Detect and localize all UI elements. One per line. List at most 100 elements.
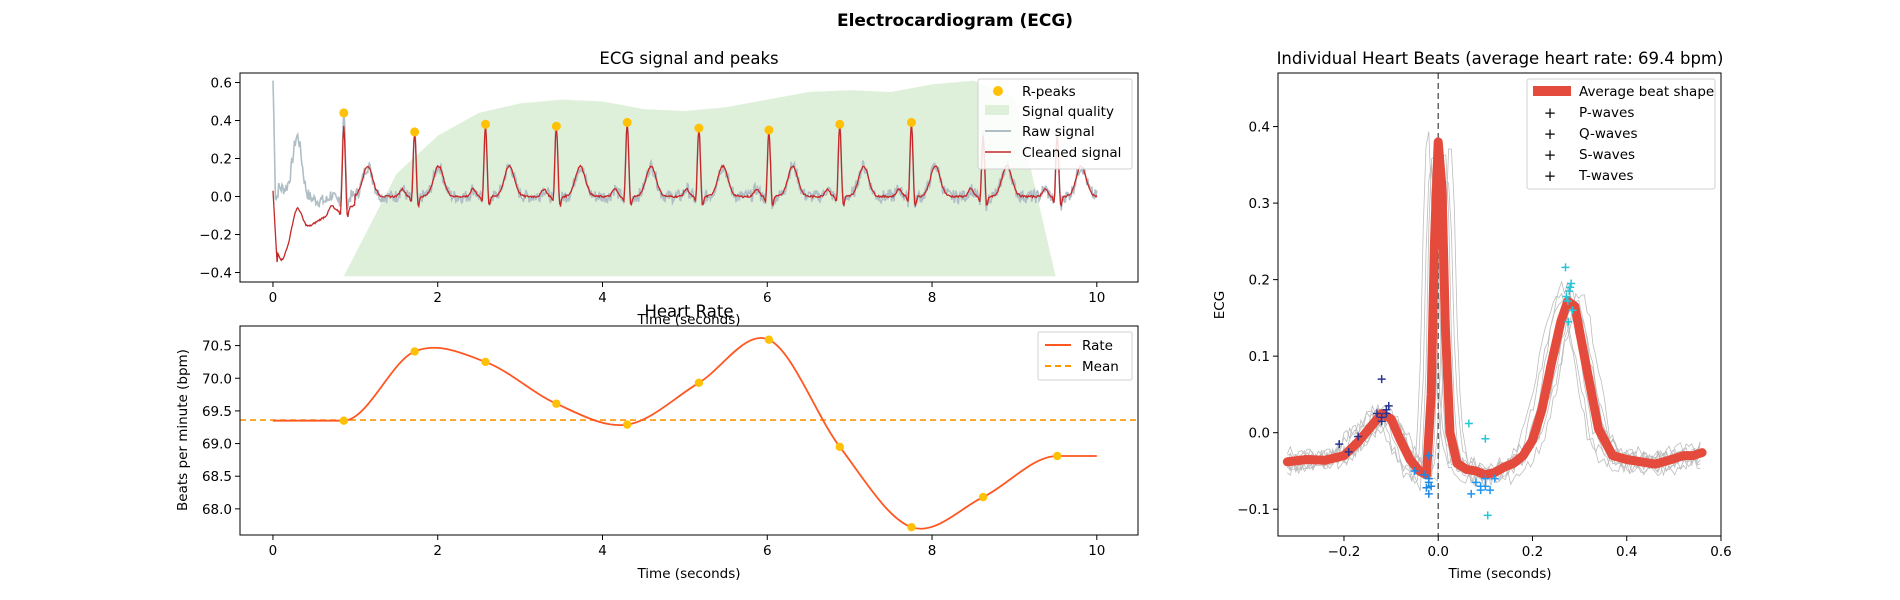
q-wave-marker: [1422, 483, 1431, 492]
t-wave-marker: [1566, 283, 1575, 292]
ecg-xtick-label-5: 10: [1088, 290, 1105, 306]
legend-q-label: Q-waves: [1579, 126, 1638, 142]
r-peak-point: [551, 121, 561, 131]
beats-ytick-label-4: 0.3: [1249, 196, 1270, 212]
heart-rate-plot-area: [240, 335, 1138, 532]
heart-rate-point: [410, 347, 419, 356]
heart-rate-point: [978, 492, 988, 502]
heart-rate-point: [552, 399, 561, 408]
s-wave-marker: [1476, 486, 1485, 495]
heart-rate-point: [907, 522, 916, 532]
heart-rate-point: [764, 335, 774, 344]
beats-ytick-label-5: 0.4: [1249, 120, 1270, 136]
heart-rate-xaxis-label: Time (seconds): [636, 566, 740, 582]
legend-rate-label: Rate: [1082, 338, 1113, 354]
legend-mean-label: Mean: [1082, 359, 1119, 375]
hr-xtick-label-5: 10: [1088, 543, 1105, 559]
p-wave-marker: [1354, 432, 1363, 441]
average-beat-line: [1282, 137, 1707, 480]
hr-xtick-label-4: 8: [928, 543, 937, 559]
legend-raw-label: Raw signal: [1022, 124, 1095, 140]
heart-rate-point: [694, 378, 704, 388]
ecg-ytick-label-2: 0.0: [211, 190, 232, 206]
hr-ytick-label-1: 68.5: [202, 469, 232, 485]
p-wave-marker: [1377, 417, 1386, 426]
ecg-ytick-label-5: 0.6: [211, 76, 232, 92]
hr-ytick-label-2: 69.0: [202, 437, 232, 453]
heart-rate-panel: 0 2 4 6 8 10 68.0 68.5 69.0 69.5 70.0 70.5 Heart Ra…: [175, 302, 1139, 582]
s-wave-marker: [1490, 474, 1499, 483]
signal-quality-area: [343, 80, 1056, 277]
t-wave-marker: [1565, 287, 1574, 296]
heart-rate-point: [835, 442, 844, 452]
ecg-axes-frame: [239, 72, 1139, 283]
beats-ytick-label-3: 0.2: [1249, 273, 1270, 289]
legend-p-marker: +: [1544, 104, 1557, 122]
heart-beats-panel-title: Individual Heart Beats (average heart ra…: [1277, 49, 1724, 68]
p-wave-marker: [1384, 401, 1393, 410]
beats-ytick-label-0: −0.1: [1237, 502, 1270, 518]
beats-xtick-label-1: 0.0: [1427, 544, 1448, 560]
hr-xtick-label-0: 0: [269, 543, 278, 559]
q-wave-marker: [1424, 478, 1433, 487]
heart-rate-legend: Rate Mean: [1037, 331, 1133, 381]
legend-quality-swatch: [985, 105, 1009, 115]
ecg-xtick-label-2: 4: [598, 290, 607, 306]
t-wave-marker: [1567, 279, 1576, 288]
heart-rate-point: [623, 420, 632, 429]
cleaned-signal-line: [272, 121, 1098, 263]
beats-xtick-label-0: −0.2: [1328, 544, 1361, 560]
legend-t-marker: +: [1544, 167, 1557, 185]
r-peak-point: [906, 117, 916, 127]
heart-beats-panel: Individual Heart Beats (average heart ra…: [1212, 49, 1732, 582]
heart-rate-yaxis-label: Beats per minute (bpm): [175, 349, 191, 511]
ecg-signal-panel: ECG signal and peaks 0 2 4 6 8 10−0.4−0.20.00…: [199, 49, 1139, 328]
ecg-ytick-label-4: 0.4: [211, 114, 232, 130]
s-wave-marker: [1467, 489, 1476, 498]
q-wave-marker: [1424, 489, 1433, 498]
p-wave-marker: [1335, 440, 1344, 449]
r-peak-point: [622, 117, 632, 127]
beats-ytick-label-1: 0.0: [1249, 426, 1270, 442]
hr-ytick-label-3: 69.5: [202, 404, 232, 420]
hr-ytick-label-0: 68.0: [202, 502, 232, 518]
legend-s-marker: +: [1544, 146, 1557, 164]
p-wave-marker: [1372, 409, 1381, 418]
ecg-ytick-label-0: −0.4: [199, 266, 232, 282]
legend-average-label: Average beat shape: [1579, 84, 1714, 100]
ecg-plot-area: [272, 80, 1098, 277]
heart-beats-legend-box: [1526, 78, 1716, 190]
heart-rate-axis-ticks: 0 2 4 6 8 10 68.0 68.5 69.0 69.5 70.0 70.5: [202, 339, 1105, 559]
ecg-xtick-label-1: 2: [433, 290, 442, 306]
q-wave-marker: [1424, 451, 1433, 460]
figure-title: Electrocardiogram (ECG): [837, 11, 1073, 31]
hr-ytick-label-4: 70.0: [202, 371, 232, 387]
r-peak-point: [835, 119, 845, 129]
s-wave-marker: [1481, 474, 1490, 483]
legend-cleaned-label: Cleaned signal: [1022, 145, 1121, 161]
heart-rate-line: [272, 337, 1097, 530]
hr-ytick-label-5: 70.5: [202, 339, 232, 355]
heart-beats-axes-frame: [1277, 72, 1722, 537]
legend-rpeaks-marker: [993, 86, 1003, 96]
t-wave-marker: [1483, 511, 1492, 520]
ecg-xaxis-label: Time (seconds): [636, 312, 740, 328]
legend-s-label: S-waves: [1579, 147, 1635, 163]
t-wave-marker: [1481, 434, 1490, 443]
heart-beats-axis-ticks: −0.2 0.0 0.2 0.4 0.6 −0.1 0.0 0.1 0.2 0.3 0.4: [1237, 120, 1732, 560]
heart-beats-xaxis-label: Time (seconds): [1447, 566, 1551, 582]
heart-rate-panel-title: Heart Rate: [644, 302, 733, 321]
raw-signal-line: [272, 80, 1098, 211]
heart-rate-axes-frame: [239, 325, 1139, 536]
ecg-xtick-label-3: 6: [763, 290, 772, 306]
p-wave-marker: [1344, 447, 1353, 456]
heart-rate-point: [481, 357, 490, 367]
r-peak-point: [764, 125, 774, 135]
s-wave-marker: [1471, 478, 1480, 487]
ecg-xtick-label-4: 8: [928, 290, 937, 306]
t-wave-marker: [1562, 292, 1571, 301]
p-wave-marker: [1382, 409, 1391, 418]
r-peak-point: [410, 127, 420, 137]
t-wave-marker: [1568, 306, 1577, 315]
legend-quality-label: Signal quality: [1022, 104, 1114, 120]
